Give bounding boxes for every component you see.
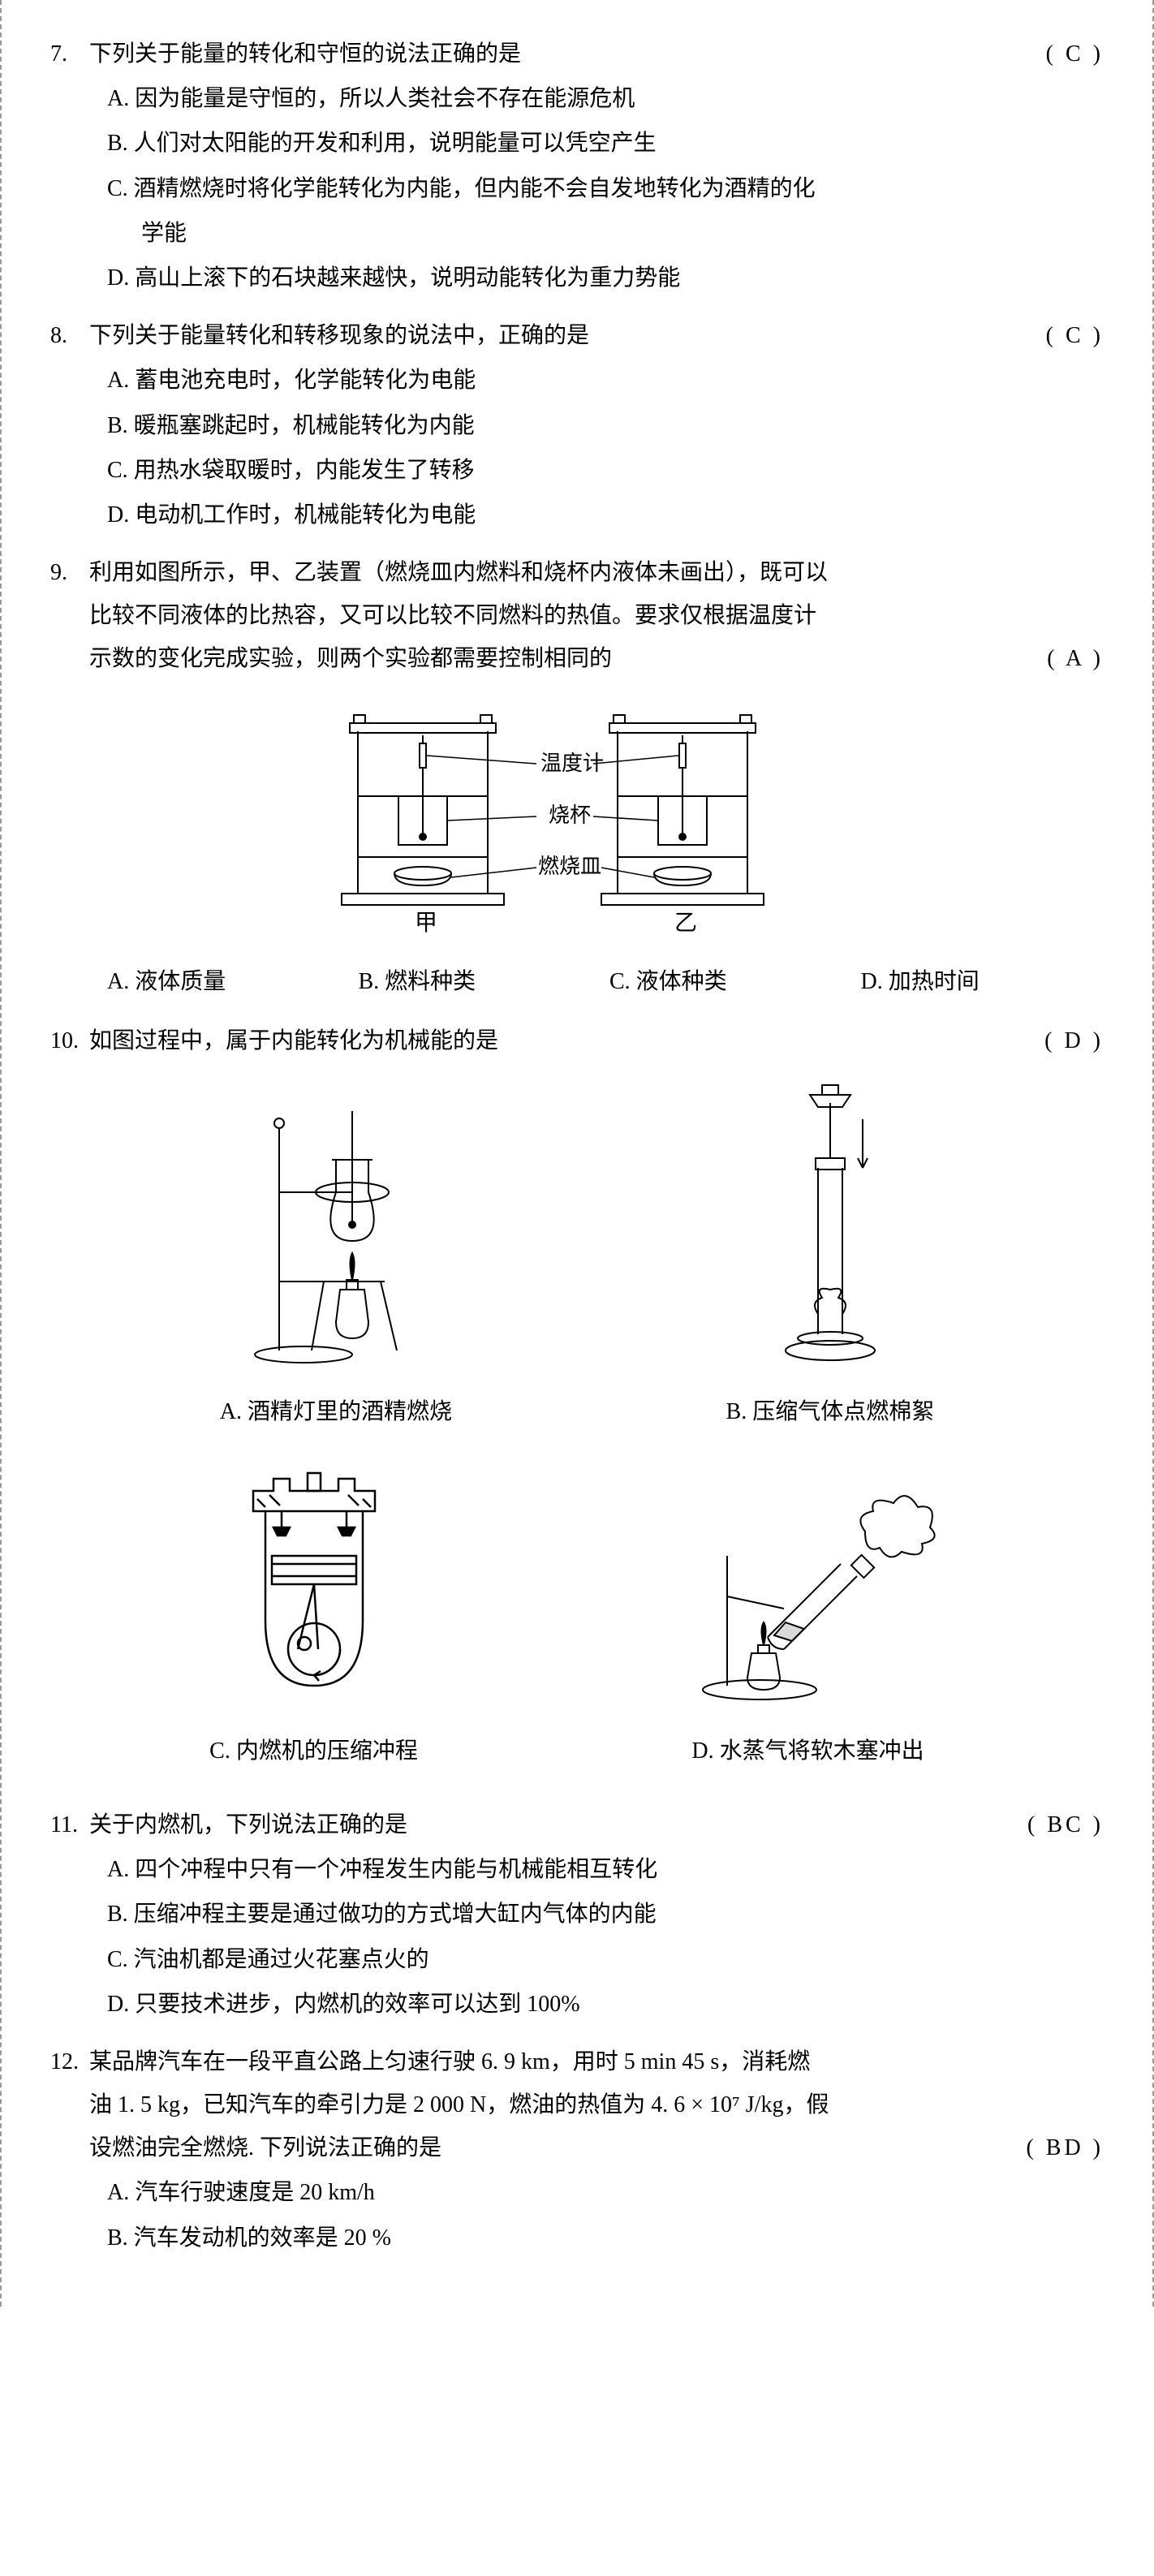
q7-stem: 下列关于能量的转化和守恒的说法正确的是 xyxy=(89,32,1104,75)
q10-fig-c: C. 内燃机的压缩冲程 xyxy=(209,1467,420,1773)
question-10: 10. 如图过程中，属于内能转化为机械能的是 ( D ) xyxy=(50,1019,1104,1789)
q10-caption-a: A. 酒精灯里的酒精燃烧 xyxy=(220,1390,452,1433)
q12-option-a: A. 汽车行驶速度是 20 km/h xyxy=(107,2171,1104,2214)
q11-number: 11. xyxy=(50,1803,78,1846)
q10-answer: ( D ) xyxy=(1044,1019,1104,1062)
q11-option-b: B. 压缩冲程主要是通过做功的方式增大缸内气体的内能 xyxy=(107,1893,1104,1936)
q7-number: 7. xyxy=(50,32,67,75)
q9-answer: ( A ) xyxy=(1047,637,1104,680)
q12-number: 12. xyxy=(50,2040,79,2083)
q8-option-d: D. 电动机工作时，机械能转化为电能 xyxy=(107,493,1104,536)
q9-apparatus-svg: 温度计 烧杯 燃烧皿 甲 乙 xyxy=(293,691,861,934)
q9-option-d: D. 加热时间 xyxy=(861,960,1104,1003)
q8-number: 8. xyxy=(50,314,67,357)
q10-fig-a: A. 酒精灯里的酒精燃烧 xyxy=(220,1079,452,1433)
question-12: 12. 某品牌汽车在一段平直公路上匀速行驶 6. 9 km，用时 5 min 4… xyxy=(50,2040,1104,2259)
q12-answer: ( BD ) xyxy=(1026,2126,1104,2169)
q10-caption-d: D. 水蒸气将软木塞冲出 xyxy=(670,1730,946,1773)
q9-label-yi: 乙 xyxy=(674,911,697,934)
q7-answer: ( C ) xyxy=(1046,32,1104,75)
question-11: 11. 关于内燃机，下列说法正确的是 ( BC ) A. 四个冲程中只有一个冲程… xyxy=(50,1803,1104,2026)
q8-option-c: C. 用热水袋取暖时，内能发生了转移 xyxy=(107,449,1104,492)
q10-fig-d: D. 水蒸气将软木塞冲出 xyxy=(670,1483,946,1773)
q9-number: 9. xyxy=(50,551,67,594)
q7-option-a: A. 因为能量是守恒的，所以人类社会不存在能源危机 xyxy=(107,77,1104,120)
q9-option-b: B. 燃料种类 xyxy=(359,960,602,1003)
q9-option-c: C. 液体种类 xyxy=(609,960,853,1003)
q7-option-b: B. 人们对太阳能的开发和利用，说明能量可以凭空产生 xyxy=(107,122,1104,165)
q7-option-c-cont: 学能 xyxy=(107,212,1104,255)
q12-stem-3: 设燃油完全燃烧. 下列说法正确的是 xyxy=(89,2126,1104,2169)
q9-label-jia: 甲 xyxy=(415,911,437,934)
q10-fig-b: B. 压缩气体点燃棉絮 xyxy=(726,1079,935,1433)
q9-stem-2: 比较不同液体的比热容，又可以比较不同燃料的热值。要求仅根据温度计 xyxy=(89,594,1104,637)
q9-option-a: A. 液体质量 xyxy=(107,960,351,1003)
q9-label-beaker: 烧杯 xyxy=(549,803,591,827)
q9-stem-3: 示数的变化完成实验，则两个实验都需要控制相同的 xyxy=(89,637,1104,680)
q10-caption-b: B. 压缩气体点燃棉絮 xyxy=(726,1390,935,1433)
q11-answer: ( BC ) xyxy=(1027,1803,1104,1846)
q10-caption-c: C. 内燃机的压缩冲程 xyxy=(209,1730,420,1773)
q7-option-d: D. 高山上滚下的石块越来越快，说明动能转化为重力势能 xyxy=(107,256,1104,299)
q8-answer: ( C ) xyxy=(1046,314,1104,357)
question-9: 9. 利用如图所示，甲、乙装置（燃烧皿内燃料和烧杯内液体未画出），既可以 比较不… xyxy=(50,551,1104,1005)
q9-label-dish: 燃烧皿 xyxy=(538,855,601,878)
q10-stem: 如图过程中，属于内能转化为机械能的是 xyxy=(89,1019,1104,1062)
q9-stem-1: 利用如图所示，甲、乙装置（燃烧皿内燃料和烧杯内液体未画出），既可以 xyxy=(89,551,1104,594)
q8-option-a: A. 蓄电池充电时，化学能转化为电能 xyxy=(107,359,1104,402)
question-7: 7. 下列关于能量的转化和守恒的说法正确的是 ( C ) A. 因为能量是守恒的… xyxy=(50,32,1104,299)
q7-option-c: C. 酒精燃烧时将化学能转化为内能，但内能不会自发地转化为酒精的化 xyxy=(107,167,1104,210)
q9-figure: 温度计 烧杯 燃烧皿 甲 乙 xyxy=(50,691,1104,949)
q11-stem: 关于内燃机，下列说法正确的是 xyxy=(89,1803,1104,1846)
q12-stem-1: 某品牌汽车在一段平直公路上匀速行驶 6. 9 km，用时 5 min 45 s，… xyxy=(89,2040,1104,2083)
question-8: 8. 下列关于能量转化和转移现象的说法中，正确的是 ( C ) A. 蓄电池充电… xyxy=(50,314,1104,536)
q12-option-b: B. 汽车发动机的效率是 20 % xyxy=(107,2216,1104,2259)
q12-stem-2: 油 1. 5 kg，已知汽车的牵引力是 2 000 N，燃油的热值为 4. 6 … xyxy=(89,2083,1104,2126)
q9-label-thermo: 温度计 xyxy=(540,752,604,775)
q11-option-d: D. 只要技术进步，内燃机的效率可以达到 100% xyxy=(107,1983,1104,2026)
q11-option-a: A. 四个冲程中只有一个冲程发生内能与机械能相互转化 xyxy=(107,1848,1104,1891)
q11-option-c: C. 汽油机都是通过火花塞点火的 xyxy=(107,1938,1104,1981)
q8-option-b: B. 暖瓶塞跳起时，机械能转化为内能 xyxy=(107,404,1104,447)
q8-stem: 下列关于能量转化和转移现象的说法中，正确的是 xyxy=(89,314,1104,357)
q10-number: 10. xyxy=(50,1019,79,1062)
